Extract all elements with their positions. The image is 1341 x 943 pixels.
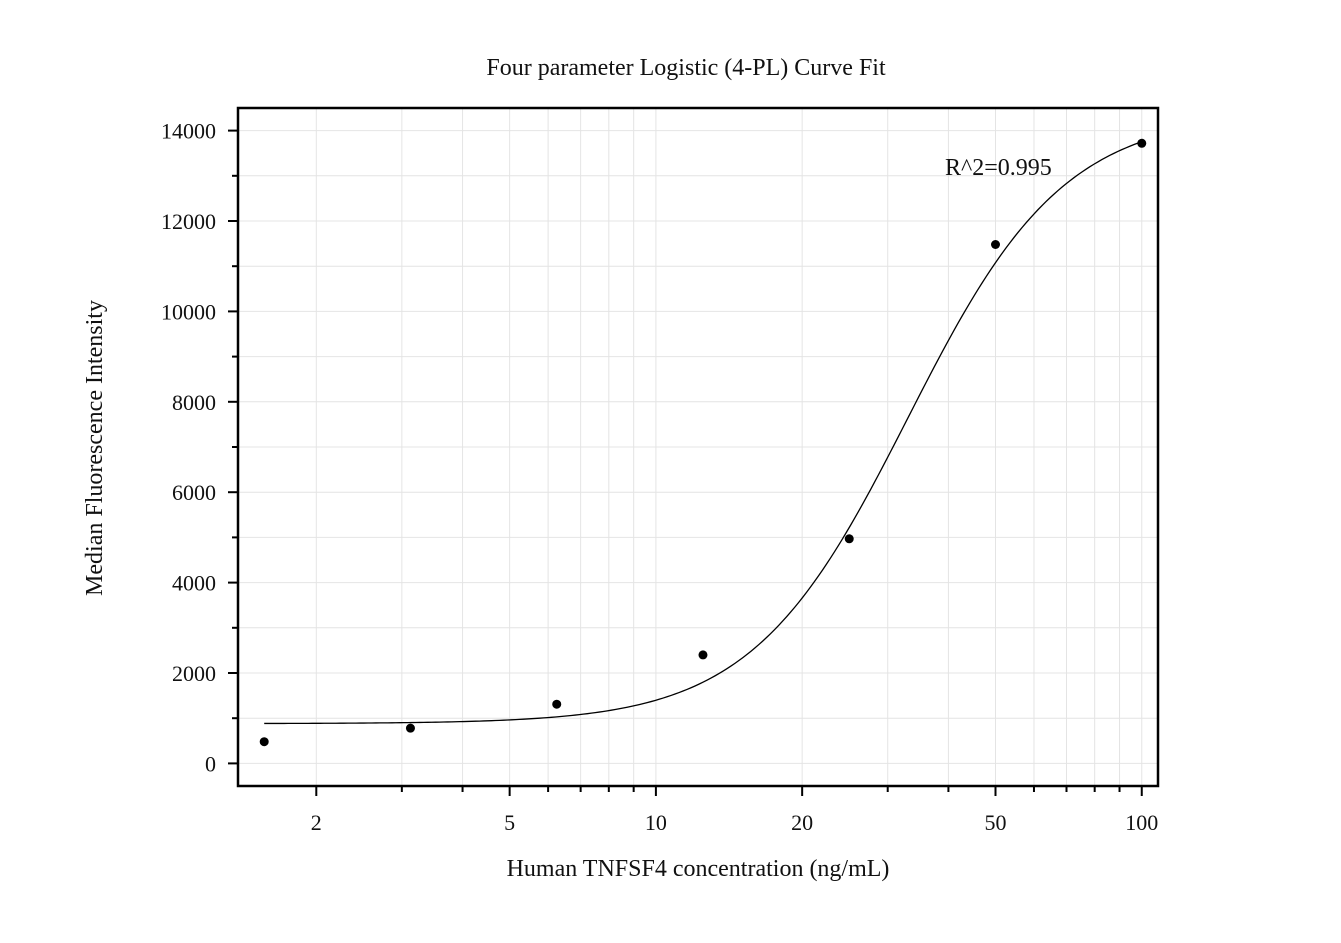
x-tick-label: 10 [645,810,667,835]
fit-curve-layer [264,141,1142,725]
tick-labels: 2 5 10 20 50 100 0 2000 4000 6000 8000 10000 12000 14… [161,119,1158,835]
data-point [1137,138,1147,148]
data-point [844,534,854,544]
x-tick-label: 5 [504,810,515,835]
y-tick-label: 8000 [172,390,216,415]
x-tick-label: 20 [791,810,813,835]
y-tick-label: 2000 [172,661,216,686]
data-point [552,699,562,709]
data-point [698,650,708,660]
data-point [991,240,1001,250]
y-tick-label: 10000 [161,299,216,324]
x-axis-title: Human TNFSF4 concentration (ng/mL) [507,856,890,882]
data-points-layer [259,138,1147,747]
x-tick-label: 2 [311,810,322,835]
y-tick-label: 12000 [161,209,216,234]
y-tick-label: 14000 [161,119,216,144]
r-squared-annotation: R^2=0.995 [945,155,1052,181]
y-axis-title: Median Fluorescence Intensity [82,300,108,596]
y-tick-label: 4000 [172,571,216,596]
y-tick-label: 6000 [172,480,216,505]
data-point [259,737,269,747]
x-tick-label: 100 [1125,810,1158,835]
y-tick-label: 0 [205,751,216,776]
axis-ticks [228,129,1143,796]
grid [238,108,1158,786]
chart-title: Four parameter Logistic (4-PL) Curve Fit [486,55,886,81]
fit-curve [264,141,1142,725]
data-point [405,723,415,733]
x-tick-label: 50 [985,810,1007,835]
